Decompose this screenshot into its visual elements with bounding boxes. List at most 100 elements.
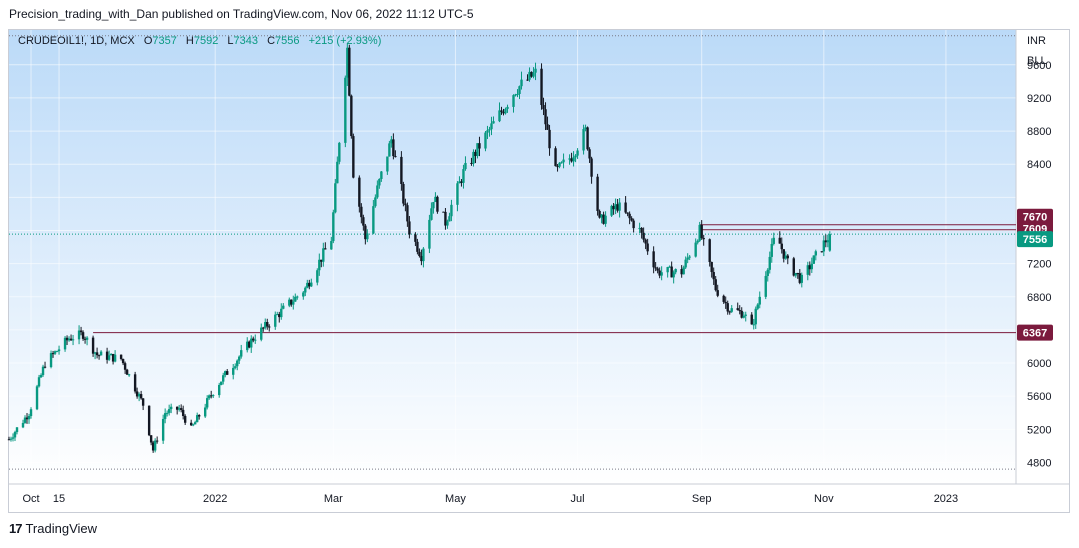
candle-body <box>572 157 575 162</box>
candle-body <box>806 265 809 275</box>
y-tick-label: 7200 <box>1027 259 1051 271</box>
candle-body <box>658 270 661 276</box>
candle-body <box>752 324 755 326</box>
candle-body <box>167 409 171 413</box>
candle-body <box>528 71 531 80</box>
candle-body <box>169 406 173 410</box>
high-label: H <box>185 35 194 47</box>
high-value: 7592 <box>193 35 219 47</box>
candle-body <box>402 183 405 204</box>
candle-body <box>262 327 265 329</box>
candle-body <box>688 256 691 258</box>
candle-body <box>750 314 753 325</box>
x-tick-label: Nov <box>814 493 834 505</box>
price-tag-label: 7556 <box>1023 234 1047 246</box>
candle-body <box>95 352 99 356</box>
candle-body <box>254 339 257 341</box>
candle-body <box>430 208 433 220</box>
candle-body <box>260 327 263 340</box>
candle-body <box>420 255 423 262</box>
candle-body <box>282 305 285 309</box>
candle-body <box>252 338 255 341</box>
candle-body <box>826 240 830 243</box>
candle-body <box>644 239 647 244</box>
candle-body <box>532 72 535 77</box>
candle-body <box>432 202 435 209</box>
candle-body <box>794 272 797 276</box>
candle-body <box>652 251 655 268</box>
candle-body <box>346 47 349 78</box>
candle-body <box>534 68 537 73</box>
candle-body <box>418 251 421 256</box>
candle-body <box>390 139 393 144</box>
candle-body <box>332 212 335 242</box>
candle-body <box>464 162 467 170</box>
candle-body <box>486 130 489 133</box>
candle-body <box>203 407 207 417</box>
candle-body <box>502 111 505 114</box>
candle-body <box>330 241 333 250</box>
symbol-legend: CRUDEOIL1!, 1D, MCX O7357 H7592 L7343 C7… <box>18 35 381 47</box>
candle-body <box>458 181 461 184</box>
close-label: C <box>267 35 276 47</box>
candle-body <box>55 351 59 353</box>
candle-body <box>197 415 201 417</box>
candle-body <box>710 261 713 273</box>
candle-body <box>646 243 649 252</box>
candle-body <box>21 422 25 428</box>
candle-body <box>484 132 487 149</box>
candle-body <box>602 214 605 224</box>
candle-body <box>212 395 215 397</box>
candle-body <box>808 265 811 270</box>
candle-body <box>628 213 631 219</box>
candle-body <box>612 205 615 210</box>
candle-body <box>754 308 757 325</box>
candle-body <box>51 353 55 355</box>
candle-body <box>456 183 459 205</box>
candle-body <box>772 237 775 244</box>
candle-body <box>756 304 759 309</box>
candle-body <box>614 204 617 210</box>
candle-body <box>530 71 533 77</box>
candle-body <box>512 95 515 107</box>
candle-body <box>127 374 131 376</box>
candle-body <box>218 384 221 396</box>
candle-body <box>446 221 449 226</box>
candle-body <box>133 374 137 392</box>
candle-body <box>708 239 711 262</box>
price-tag-7556 <box>1017 231 1053 248</box>
candle-body <box>240 350 243 357</box>
low-label: L <box>227 35 234 47</box>
x-tick-label: May <box>445 493 466 505</box>
candle-body <box>462 169 465 183</box>
x-tick-label: 15 <box>53 493 65 505</box>
candle-body <box>814 251 818 256</box>
candle-body <box>135 391 139 397</box>
candle-body <box>642 232 645 240</box>
candle-body <box>350 95 353 137</box>
candle-body <box>316 270 319 283</box>
time-axis[interactable]: Oct 15 2022 Mar May Jul Sep Nov 2023 <box>22 493 958 505</box>
candle-body <box>576 150 579 156</box>
candle-body <box>656 268 659 271</box>
y-tick-label: 5600 <box>1027 391 1051 403</box>
candle-body <box>290 299 293 305</box>
candle-body <box>758 296 761 305</box>
candle-body <box>308 282 311 287</box>
candle-body <box>109 353 113 356</box>
candle-body <box>448 216 451 222</box>
candle-body <box>674 269 677 273</box>
candle-body <box>764 275 767 297</box>
price-axis[interactable]: 4800520056006000640068007200840088009200… <box>1027 60 1051 470</box>
candle-body <box>107 355 111 360</box>
candle-body <box>99 351 103 356</box>
candle-body <box>83 338 87 340</box>
candle-body <box>163 413 167 419</box>
candle-body <box>23 417 27 423</box>
y-tick-label: 8800 <box>1027 126 1051 138</box>
candle-body <box>288 299 291 306</box>
candle-body <box>780 243 783 250</box>
candle-body <box>698 224 701 241</box>
candle-body <box>161 418 165 441</box>
